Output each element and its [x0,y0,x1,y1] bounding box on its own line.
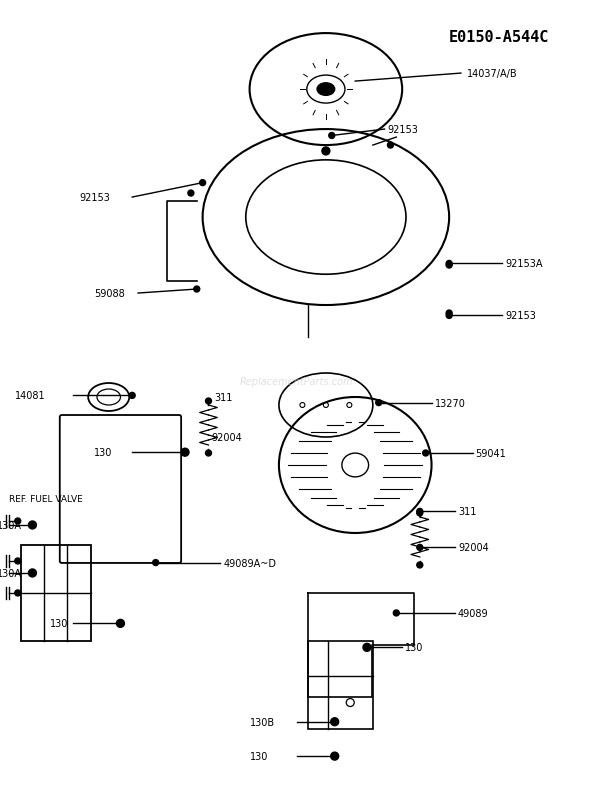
Text: 130A: 130A [0,569,22,578]
Text: 92153: 92153 [505,311,536,321]
Circle shape [394,610,399,616]
Circle shape [446,263,452,269]
Circle shape [153,560,159,566]
Text: REF. FUEL VALVE: REF. FUEL VALVE [9,495,83,503]
Text: 130: 130 [94,447,113,458]
Circle shape [28,569,37,577]
Text: 59041: 59041 [476,448,506,459]
Circle shape [129,393,135,399]
Text: 49089A~D: 49089A~D [223,558,276,568]
Text: 92004: 92004 [458,543,489,552]
Circle shape [28,521,37,529]
Circle shape [322,148,330,156]
Circle shape [194,287,200,292]
Circle shape [15,590,21,596]
Text: 49089: 49089 [458,608,489,618]
Circle shape [417,544,423,551]
Text: 311: 311 [458,507,476,517]
Text: 13270: 13270 [434,398,466,408]
Text: 92153: 92153 [80,193,110,203]
Circle shape [329,133,335,139]
Text: 92004: 92004 [211,433,242,442]
Circle shape [331,718,339,726]
Circle shape [15,558,21,565]
Text: 130: 130 [405,642,424,653]
Text: E0150-A544C: E0150-A544C [448,30,549,45]
Circle shape [376,400,382,406]
Circle shape [446,313,452,319]
Text: ReplacementParts.com: ReplacementParts.com [240,377,353,386]
Text: 130A: 130A [0,520,22,530]
Text: 92153A: 92153A [505,259,542,269]
Circle shape [417,511,423,516]
Text: 92153: 92153 [388,125,418,135]
Circle shape [446,311,452,316]
Circle shape [116,620,124,628]
Circle shape [446,261,452,267]
Circle shape [199,181,205,186]
Bar [21,545,91,641]
Circle shape [417,509,423,515]
Circle shape [181,449,189,457]
Circle shape [422,450,429,456]
Circle shape [363,643,371,651]
Text: 14081: 14081 [15,391,45,401]
Circle shape [188,191,194,197]
Circle shape [205,450,211,456]
Circle shape [388,143,394,149]
Text: 130: 130 [50,618,68,629]
Circle shape [205,398,211,405]
Circle shape [331,752,339,760]
Circle shape [417,562,423,569]
Text: 311: 311 [214,393,232,402]
Text: 130B: 130B [250,717,275,727]
Circle shape [15,519,21,524]
Text: 130: 130 [250,751,268,761]
Bar [308,641,373,729]
Text: 14037/A/B: 14037/A/B [467,69,517,79]
Text: 59088: 59088 [94,288,125,299]
Ellipse shape [316,83,336,97]
